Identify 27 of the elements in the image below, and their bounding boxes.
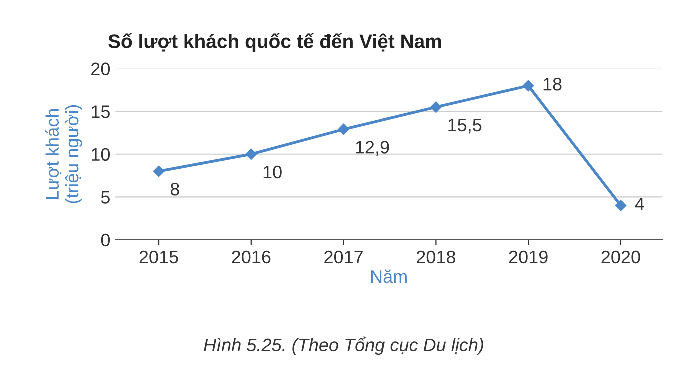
x-tick-label: 2015	[140, 250, 178, 264]
y-axis-title: Lượt khách (triệu người)	[46, 105, 82, 204]
point	[430, 102, 442, 113]
x-tick-label: 2019	[509, 250, 548, 264]
data-label: 18	[544, 78, 562, 91]
y-tick-label: 10	[92, 148, 110, 162]
point	[522, 80, 534, 92]
text: Hình 5.25. (Theo Tổng cục Du lịch)	[204, 336, 484, 356]
point	[615, 200, 627, 212]
x-tick-label: 2018	[417, 250, 456, 264]
point	[338, 124, 350, 136]
x-tick-label: 2020	[602, 250, 640, 264]
y-tick-label: 5	[101, 191, 110, 204]
data-label: 15,5	[448, 119, 482, 134]
chart-title: Số lượt khách quốc tế đến Việt Nam	[108, 33, 442, 52]
y-tick-label: 15	[92, 106, 110, 118]
point	[153, 166, 165, 178]
y-tick-label: 0	[101, 234, 110, 247]
x-axis-title: Năm	[371, 270, 407, 284]
point	[246, 148, 258, 160]
x-tick-label: 2017	[324, 250, 363, 264]
y-tick-label: 20	[92, 62, 110, 76]
data-label: 10	[264, 166, 282, 179]
data-label: 4	[635, 198, 644, 210]
x-tick-label: 2016	[232, 250, 271, 264]
data-label: 12,9	[356, 141, 390, 156]
data-label: 8	[170, 183, 180, 196]
